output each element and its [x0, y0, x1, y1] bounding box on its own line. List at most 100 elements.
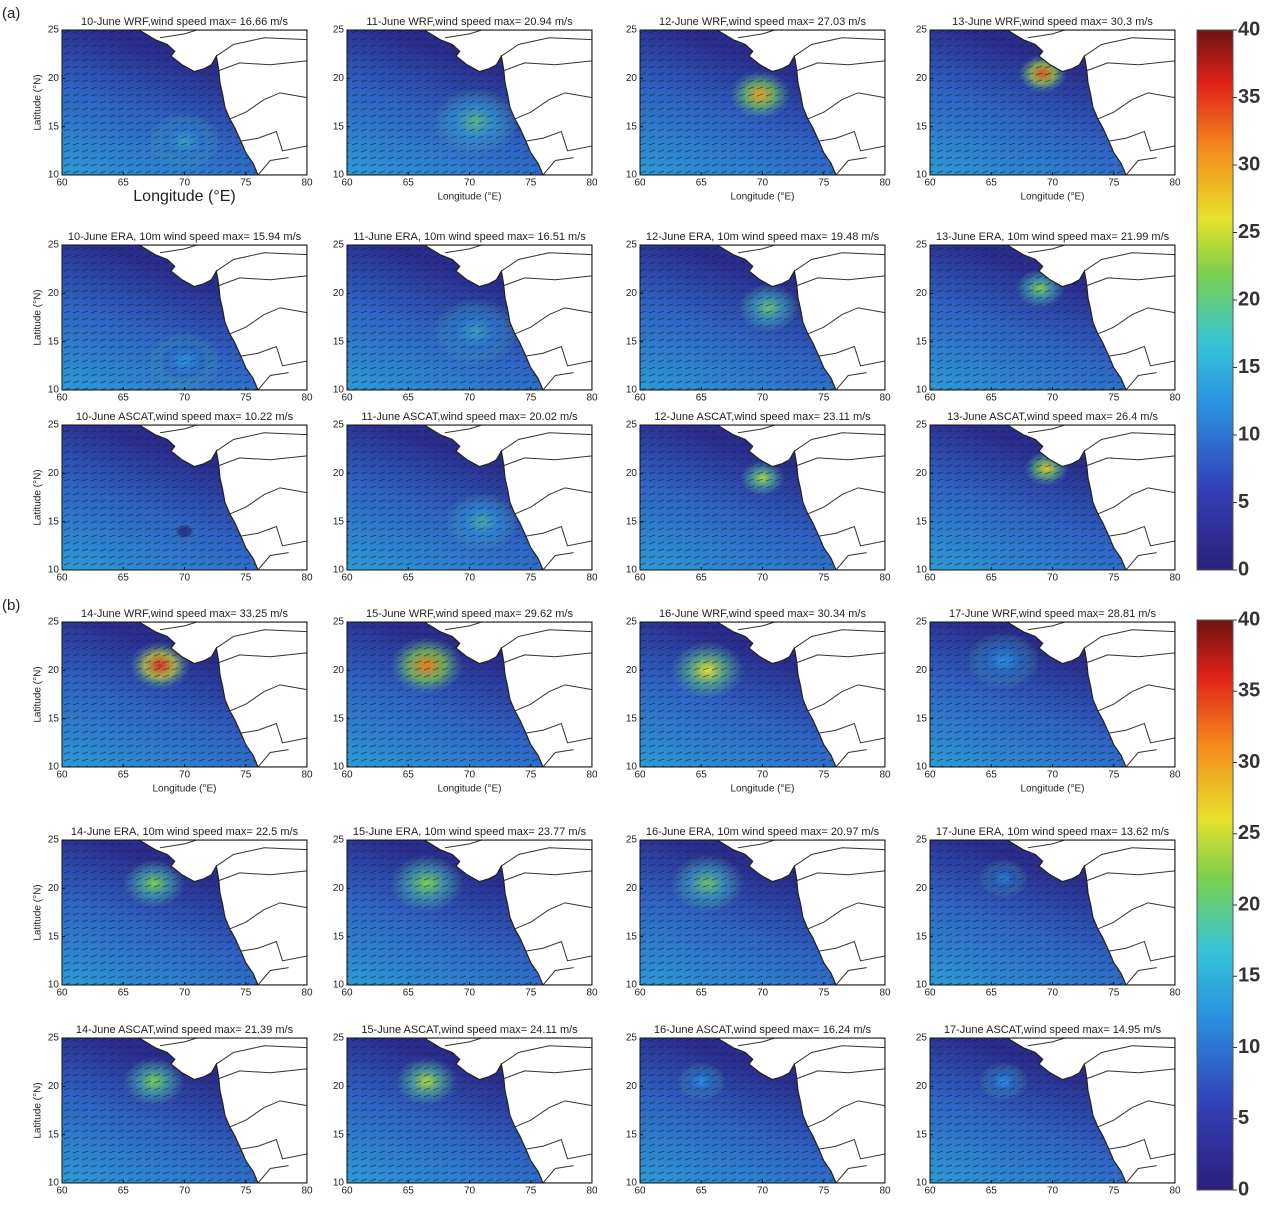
y-tick-label: 25: [48, 617, 60, 628]
y-tick-label: 15: [48, 516, 60, 527]
map-field: [930, 245, 1175, 390]
map-field: [930, 425, 1175, 570]
x-tick-label: 75: [525, 1186, 537, 1197]
panel-title: 15-June ERA, 10m wind speed max= 23.77 m…: [353, 826, 587, 838]
y-tick-label: 10: [48, 170, 60, 181]
y-tick-label: 20: [333, 73, 345, 84]
x-tick-label: 70: [464, 393, 476, 404]
x-tick-label: 70: [1047, 988, 1059, 999]
map-field: [62, 622, 307, 767]
x-axis-label: Longitude (°E): [133, 188, 235, 205]
x-tick-label: 75: [818, 988, 830, 999]
x-axis-label: Longitude (°E): [437, 192, 501, 203]
y-tick-label: 15: [916, 931, 928, 942]
y-tick-label: 10: [333, 170, 345, 181]
figure: (a)10-June WRF,wind speed max= 16.66 m/s…: [0, 0, 1278, 1214]
panel-title: 17-June ERA, 10m wind speed max= 13.62 m…: [936, 826, 1170, 838]
x-tick-label: 70: [179, 178, 191, 189]
y-tick-label: 15: [48, 121, 60, 132]
y-tick-label: 10: [48, 385, 60, 396]
map-field: [930, 840, 1175, 985]
x-tick-label: 65: [118, 988, 130, 999]
x-tick-label: 80: [586, 393, 598, 404]
x-tick-label: 70: [757, 393, 769, 404]
x-tick-label: 65: [696, 1186, 708, 1197]
x-tick-label: 75: [818, 770, 830, 781]
y-tick-label: 20: [916, 73, 928, 84]
x-tick-label: 65: [118, 770, 130, 781]
x-tick-label: 80: [879, 770, 891, 781]
y-tick-label: 15: [626, 516, 638, 527]
x-axis-label: Longitude (°E): [437, 784, 501, 795]
x-tick-label: 80: [1169, 988, 1181, 999]
x-tick-label: 70: [757, 988, 769, 999]
x-tick-label: 70: [757, 770, 769, 781]
x-tick-label: 80: [301, 178, 313, 189]
map-field: [62, 425, 307, 570]
x-tick-label: 75: [240, 988, 252, 999]
y-tick-label: 20: [48, 1081, 60, 1092]
x-tick-label: 80: [1169, 178, 1181, 189]
y-tick-label: 10: [916, 385, 928, 396]
map-field: [347, 245, 592, 390]
y-tick-label: 15: [333, 1129, 345, 1140]
y-tick-label: 15: [916, 121, 928, 132]
panel-title: 13-June WRF,wind speed max= 30.3 m/s: [952, 16, 1153, 28]
colorbar-tick-label: 0: [1238, 1178, 1249, 1200]
map-field: [347, 425, 592, 570]
map-panel: 16-June ERA, 10m wind speed max= 20.97 m…: [626, 826, 891, 999]
x-tick-label: 65: [696, 988, 708, 999]
panel-title: 16-June ERA, 10m wind speed max= 20.97 m…: [646, 826, 880, 838]
y-tick-label: 10: [916, 762, 928, 773]
map-field: [640, 1038, 885, 1183]
panel-title: 14-June ERA, 10m wind speed max= 22.5 m/…: [71, 826, 299, 838]
y-tick-label: 25: [48, 240, 60, 251]
y-tick-label: 20: [916, 883, 928, 894]
x-tick-label: 75: [1108, 393, 1120, 404]
colorbar-tick-label: 10: [1238, 423, 1260, 445]
y-tick-label: 25: [916, 835, 928, 846]
y-tick-label: 10: [333, 565, 345, 576]
x-tick-label: 75: [525, 393, 537, 404]
y-tick-label: 25: [333, 617, 345, 628]
y-tick-label: 20: [626, 468, 638, 479]
y-tick-label: 15: [916, 336, 928, 347]
x-tick-label: 75: [818, 1186, 830, 1197]
map-panel: 14-June ERA, 10m wind speed max= 22.5 m/…: [33, 826, 313, 999]
panel-title: 12-June ASCAT,wind speed max= 23.11 m/s: [654, 411, 871, 423]
map-panel: 10-June WRF,wind speed max= 16.66 m/s606…: [33, 16, 313, 205]
map-panel: 13-June ERA, 10m wind speed max= 21.99 m…: [916, 231, 1181, 404]
map-field: [640, 245, 885, 390]
y-tick-label: 15: [48, 931, 60, 942]
panel-title: 11-June WRF,wind speed max= 20.94 m/s: [366, 16, 573, 28]
x-tick-label: 70: [1047, 573, 1059, 584]
y-tick-label: 25: [48, 25, 60, 36]
y-tick-label: 20: [626, 288, 638, 299]
y-tick-label: 25: [916, 420, 928, 431]
y-tick-label: 25: [626, 420, 638, 431]
y-tick-label: 10: [626, 385, 638, 396]
x-tick-label: 70: [179, 393, 191, 404]
map-field: [347, 622, 592, 767]
x-tick-label: 80: [586, 770, 598, 781]
y-tick-label: 20: [916, 288, 928, 299]
x-axis-label: Longitude (°E): [1020, 192, 1084, 203]
y-tick-label: 10: [916, 1178, 928, 1189]
y-tick-label: 20: [626, 665, 638, 676]
x-tick-label: 65: [403, 393, 415, 404]
x-tick-label: 75: [525, 770, 537, 781]
map-panel: 11-June ASCAT,wind speed max= 20.02 m/s6…: [333, 411, 598, 584]
x-tick-label: 80: [586, 988, 598, 999]
y-tick-label: 15: [333, 713, 345, 724]
map-field: [640, 622, 885, 767]
y-tick-label: 10: [626, 170, 638, 181]
x-tick-label: 65: [696, 770, 708, 781]
y-tick-label: 25: [333, 1033, 345, 1044]
map-field: [62, 30, 307, 175]
y-tick-label: 20: [626, 73, 638, 84]
x-tick-label: 70: [179, 573, 191, 584]
y-tick-label: 25: [626, 835, 638, 846]
colorbar-tick-label: 40: [1238, 608, 1260, 630]
y-tick-label: 15: [48, 336, 60, 347]
x-tick-label: 65: [403, 1186, 415, 1197]
